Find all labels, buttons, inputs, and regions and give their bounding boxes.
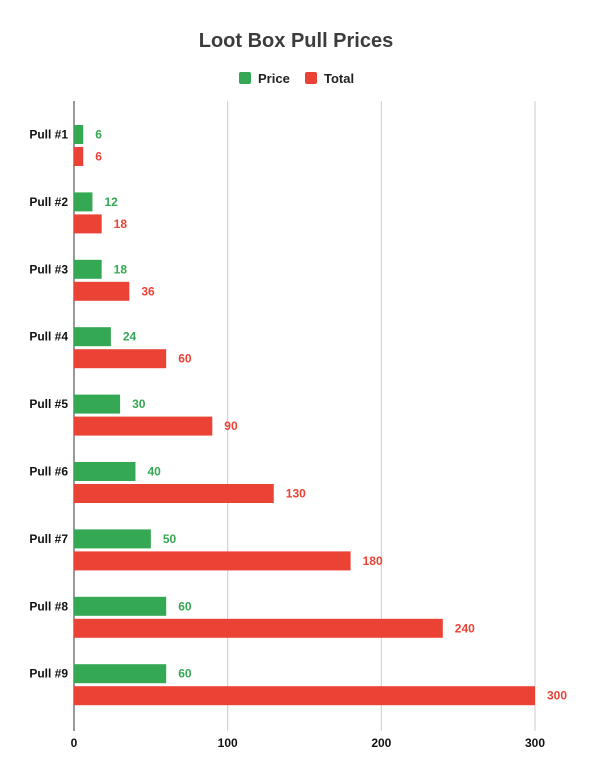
- data-label-total: 6: [95, 150, 102, 164]
- labels: Pull #1 6 6 Pull #2 12 18 Pull #3 18 36 Pull #4 24…: [29, 128, 567, 703]
- category-label: Pull #6: [29, 465, 68, 479]
- data-label-price: 18: [114, 262, 128, 276]
- data-label-total: 18: [114, 217, 128, 231]
- x-tick-label: 100: [218, 736, 238, 750]
- data-label-price: 6: [95, 128, 102, 142]
- data-label-price: 60: [178, 667, 192, 681]
- data-label-price: 12: [104, 195, 118, 209]
- bar-total: [74, 686, 535, 706]
- bar-total: [74, 484, 274, 503]
- legend-label-total: Total: [324, 71, 354, 86]
- bar-price: [74, 664, 167, 684]
- category-label: Pull #1: [29, 128, 68, 142]
- data-label-total: 130: [286, 487, 306, 501]
- data-label-price: 50: [163, 532, 177, 546]
- bar-total: [74, 281, 130, 301]
- x-tick-label: 300: [525, 736, 545, 750]
- x-tick-label: 200: [371, 736, 391, 750]
- bar-price: [74, 192, 93, 212]
- bar-price: [74, 394, 121, 414]
- legend: Price Total: [239, 71, 354, 86]
- data-label-total: 60: [178, 352, 192, 366]
- bar-total: [74, 349, 167, 369]
- data-label-price: 60: [178, 599, 192, 613]
- data-label-total: 180: [363, 554, 383, 568]
- data-label-price: 30: [132, 397, 146, 411]
- legend-swatch-price: [239, 72, 251, 84]
- data-label-total: 240: [455, 621, 475, 635]
- data-label-total: 36: [141, 284, 155, 298]
- data-label-total: 90: [224, 419, 238, 433]
- bars: [74, 125, 535, 706]
- bar-total: [74, 214, 102, 234]
- bar-price: [74, 529, 151, 549]
- x-tick-label: 0: [71, 736, 78, 750]
- chart-title: Loot Box Pull Prices: [199, 30, 393, 52]
- bar-price: [74, 259, 102, 279]
- legend-swatch-total: [305, 72, 317, 84]
- data-label-total: 300: [547, 689, 567, 703]
- bar-price: [74, 125, 84, 144]
- category-label: Pull #3: [29, 262, 68, 276]
- data-label-price: 24: [123, 330, 137, 344]
- bar-total: [74, 416, 213, 436]
- legend-label-price: Price: [258, 71, 290, 86]
- category-label: Pull #7: [29, 532, 68, 546]
- category-label: Pull #9: [29, 667, 68, 681]
- category-label: Pull #4: [29, 330, 68, 344]
- category-label: Pull #8: [29, 599, 68, 613]
- bar-total: [74, 147, 84, 166]
- category-label: Pull #5: [29, 397, 68, 411]
- bar-price: [74, 327, 111, 347]
- bar-price: [74, 596, 167, 616]
- data-label-price: 40: [147, 465, 161, 479]
- bar-total: [74, 551, 351, 571]
- category-label: Pull #2: [29, 195, 68, 209]
- bar-total: [74, 618, 443, 638]
- bar-price: [74, 462, 136, 481]
